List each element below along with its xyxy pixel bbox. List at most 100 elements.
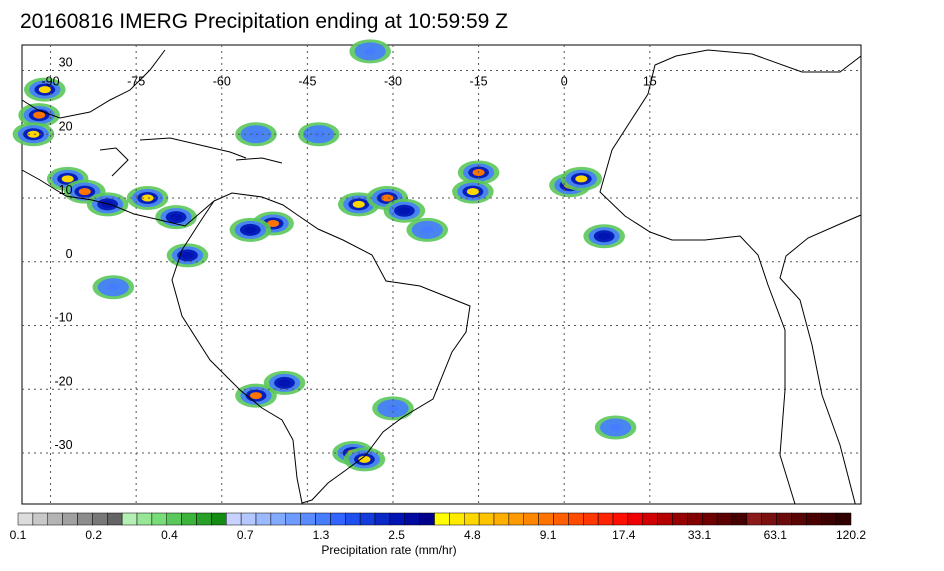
colorbar-swatch [330,512,346,526]
precip-cell [278,379,291,387]
colorbar-tick-label: 1.3 [313,528,330,542]
axis-labels: -90 -75 -60 -45 -30 -15 0 15 30 20 10 0 -10 -20 -30 [41,56,656,453]
colorbar-swatch [583,512,599,526]
coast-yucatan [99,147,129,177]
coast-cuba [139,137,247,159]
colorbar-swatch [627,512,643,526]
precip-cell [33,111,46,119]
precip-cell [352,200,365,208]
lat-label: 0 [66,247,73,261]
colorbar-swatch [374,512,391,526]
precip-cell [267,220,280,227]
colorbar-swatch [389,512,405,526]
colorbar-tick-label: 0.7 [237,528,254,542]
colorbar-swatch [151,512,167,526]
colorbar-swatch [672,512,688,526]
colorbar-swatch [791,512,807,526]
precip-cell [78,188,91,196]
graticule [22,45,861,504]
colorbar-swatch [419,512,435,526]
colorbar-swatch [211,512,227,526]
colorbar-tick-label: 0.1 [10,528,27,542]
colorbar-swatch [449,512,465,526]
colorbar-swatch [77,512,93,526]
lon-label: -75 [127,75,145,89]
colorbar-swatch [835,512,852,526]
precip-cell [244,226,257,234]
lon-label: -30 [384,75,402,89]
colorbar-swatch [240,512,257,526]
precip-cell [27,130,40,138]
colorbar-swatch [523,512,539,526]
colorbar-swatch [270,512,286,526]
precip-cell [38,86,51,94]
colorbar-swatch [553,512,569,526]
lat-label: -20 [54,374,72,388]
colorbar-swatch [359,512,376,526]
colorbar-swatch [806,512,822,526]
colorbar-swatch [612,512,629,526]
colorbar-swatch [32,512,48,526]
colorbar-swatch [716,512,733,526]
coastlines [21,49,862,505]
coast-central-america [21,169,215,227]
map-frame [21,44,862,505]
colorbar-swatch [47,512,63,526]
colorbar-swatch [464,512,480,526]
lon-label: -15 [470,75,488,89]
precip-cell [386,404,399,412]
coast-gulf [21,49,166,119]
colorbar-swatch [821,512,837,526]
colorbar-swatch [17,512,34,526]
colorbar-swatch [761,512,777,526]
colorbar-swatch [493,512,510,526]
precip-cell [598,232,611,240]
lon-label: -45 [298,75,316,89]
colorbar-tick-label: 33.1 [688,528,712,542]
map-title: 20160816 IMERG Precipitation ending at 1… [20,10,508,33]
colorbar-swatch [92,512,108,526]
colorbar-swatch [508,512,524,526]
colorbar-swatch [136,512,153,526]
colorbar-label: Precipitation rate (mm/hr) [321,543,456,557]
precipitation-layer [12,39,637,472]
lat-label: 30 [59,56,73,70]
coast-hispaniola [235,157,283,164]
colorbar-tick-label: 9.1 [540,528,557,542]
precip-cell [575,175,588,183]
precip-cell [609,424,622,431]
precip-cell [250,392,263,400]
colorbar-swatch [597,512,614,526]
colorbar-swatch [434,512,450,526]
colorbar-swatch [181,512,197,526]
colorbar-swatch [285,512,301,526]
lon-label: -60 [213,75,231,89]
colorbar-swatch [702,512,718,526]
colorbar-swatch [345,512,361,526]
colorbar-swatch [300,512,316,526]
colorbar-swatch [166,512,182,526]
precip-cell [170,213,183,221]
colorbar-tick-label: 4.8 [464,528,481,542]
precip-cell [312,130,325,138]
colorbar-swatch [731,512,748,526]
colorbar-swatch [538,512,554,526]
colorbar-swatches [17,512,852,526]
precip-cell [381,194,394,202]
lon-label: 0 [561,75,568,89]
precip-cell [398,207,411,215]
coast-south-america [171,192,471,504]
precip-cell [107,283,120,291]
colorbar-swatch [568,512,584,526]
lat-label: 10 [59,183,73,197]
lon-label: -90 [41,75,59,89]
colorbar-swatch [226,512,242,526]
colorbar-swatch [642,512,658,526]
lon-label: 15 [643,75,657,89]
colorbar-swatch [478,512,495,526]
precip-cell [364,47,377,55]
colorbar-tick-label: 120.2 [836,528,866,542]
colorbar-tick-label: 0.2 [85,528,102,542]
